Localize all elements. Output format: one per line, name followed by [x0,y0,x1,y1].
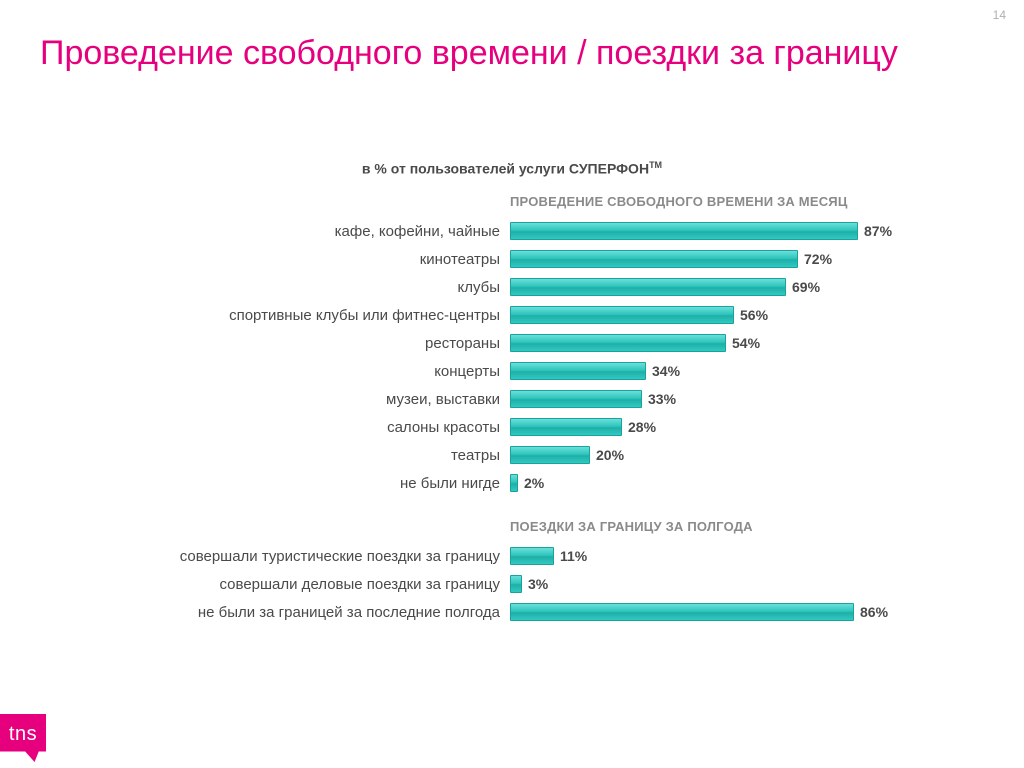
bar-container: 72% [510,250,950,268]
bar-value: 86% [860,604,888,620]
bar-label: совершали туристические поездки за грани… [70,548,510,565]
bar-value: 87% [864,223,892,239]
bar-container: 2% [510,474,950,492]
bar-value: 28% [628,419,656,435]
chart-section-header: ПРОВЕДЕНИЕ СВОБОДНОГО ВРЕМЕНИ ЗА МЕСЯЦ [510,194,950,209]
bar [510,390,642,408]
slide-title: Проведение свободного времени / поездки … [40,32,984,75]
bar-value: 33% [648,391,676,407]
chart-row: клубы 69% [70,273,950,301]
bar-container: 28% [510,418,950,436]
bar-container: 56% [510,306,950,324]
bar-value: 69% [792,279,820,295]
bar [510,474,518,492]
chart-row: не были нигде 2% [70,469,950,497]
bar [510,575,522,593]
bar-value: 54% [732,335,760,351]
bar-container: 20% [510,446,950,464]
page-number: 14 [993,8,1006,22]
subtitle-text: в % от пользователей услуги СУПЕРФОН [362,161,649,177]
bar-container: 87% [510,222,950,240]
bar [510,334,726,352]
bar-container: 33% [510,390,950,408]
chart-section-header: ПОЕЗДКИ ЗА ГРАНИЦУ ЗА ПОЛГОДА [510,519,950,534]
chart-row: музеи, выставки 33% [70,385,950,413]
bar-value: 56% [740,307,768,323]
bar-container: 34% [510,362,950,380]
bar-label: совершали деловые поездки за границу [70,576,510,593]
bar [510,222,858,240]
chart-row: совершали туристические поездки за грани… [70,542,950,570]
chart-row: совершали деловые поездки за границу 3% [70,570,950,598]
bar-value: 20% [596,447,624,463]
bar-container: 54% [510,334,950,352]
bar-label: не были нигде [70,475,510,492]
bar-container: 3% [510,575,950,593]
chart-row: кинотеатры 72% [70,245,950,273]
tns-logo: tns [0,714,46,762]
slide-subtitle: в % от пользователей услуги СУПЕРФОНТМ [0,160,1024,177]
chart-row: не были за границей за последние полгода… [70,598,950,626]
chart-row: театры 20% [70,441,950,469]
bar-value: 2% [524,475,544,491]
bar-label: концерты [70,363,510,380]
bar-label: музеи, выставки [70,391,510,408]
bar [510,306,734,324]
bar-container: 69% [510,278,950,296]
bar [510,603,854,621]
bar-label: салоны красоты [70,419,510,436]
bar-label: кинотеатры [70,251,510,268]
bar-value: 11% [560,548,587,564]
logo-text: tns [9,723,37,746]
bar-chart: ПРОВЕДЕНИЕ СВОБОДНОГО ВРЕМЕНИ ЗА МЕСЯЦка… [70,186,950,626]
bar-container: 11% [510,547,950,565]
chart-row: спортивные клубы или фитнес-центры 56% [70,301,950,329]
bar-value: 72% [804,251,832,267]
bar [510,278,786,296]
bar-label: не были за границей за последние полгода [70,604,510,621]
bar-label: клубы [70,279,510,296]
chart-row: концерты 34% [70,357,950,385]
chart-row: салоны красоты 28% [70,413,950,441]
bar [510,418,622,436]
bar-label: спортивные клубы или фитнес-центры [70,307,510,324]
subtitle-superscript: ТМ [649,160,662,170]
bar [510,362,646,380]
chart-row: кафе, кофейни, чайные 87% [70,217,950,245]
logo-shape: tns [0,714,46,762]
group-gap [70,497,950,511]
bar-container: 86% [510,603,950,621]
bar-value: 34% [652,363,680,379]
bar-label: театры [70,447,510,464]
chart-row: рестораны 54% [70,329,950,357]
bar [510,547,554,565]
bar-label: рестораны [70,335,510,352]
bar-value: 3% [528,576,548,592]
bar-label: кафе, кофейни, чайные [70,223,510,240]
bar [510,250,798,268]
bar [510,446,590,464]
